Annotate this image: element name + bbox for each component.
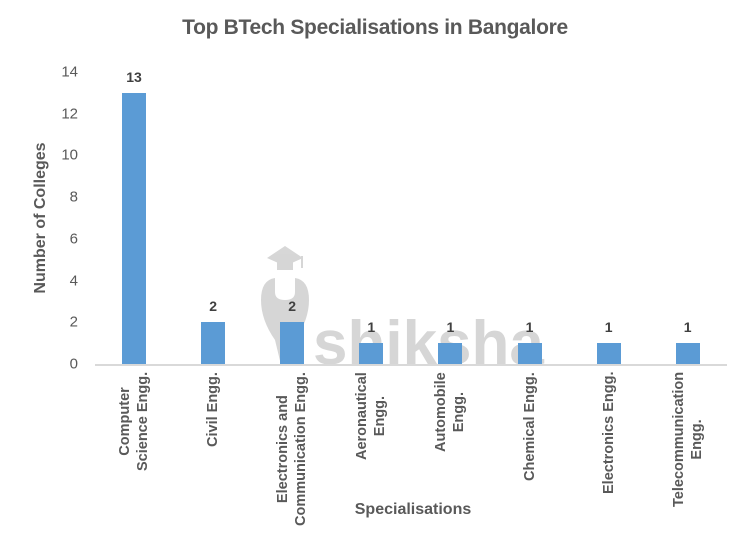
- x-axis-title: Specialisations: [354, 501, 472, 518]
- x-category-label-line: Automobile: [433, 372, 450, 452]
- y-tick-label: 0: [69, 355, 78, 373]
- data-label: 1: [446, 319, 455, 336]
- x-category-label-line: Engg.: [688, 419, 705, 460]
- y-tick-label: 6: [69, 230, 78, 248]
- bar: [280, 322, 305, 364]
- svg-text:shiksha: shiksha: [313, 309, 544, 370]
- x-axis-line: [95, 364, 727, 366]
- y-tick-label: 12: [61, 105, 78, 123]
- y-tick-label: 4: [69, 272, 78, 290]
- data-label: 2: [209, 298, 217, 315]
- bar: [596, 343, 621, 364]
- x-category-label-line: Engg.: [372, 395, 389, 437]
- bar: [675, 343, 700, 364]
- y-tick-label: 8: [69, 188, 78, 206]
- bar: [438, 343, 463, 364]
- y-tick-label: 10: [61, 146, 78, 164]
- y-tick-label: 2: [69, 313, 78, 331]
- x-category-label-line: Telecommunication: [670, 371, 687, 507]
- bar: [517, 343, 542, 364]
- x-category-label-line: Computer: [117, 387, 133, 456]
- data-label: 1: [525, 319, 534, 336]
- x-category-label-line: Electronics and: [275, 395, 292, 504]
- chart-title: Top BTech Specialisations in Bangalore: [182, 16, 568, 39]
- data-label: 2: [288, 298, 297, 315]
- x-category-label-line: Communication Engg.: [293, 372, 310, 526]
- data-label: 13: [126, 68, 142, 85]
- bar: [122, 92, 146, 364]
- x-category-label-line: Electronics Engg.: [600, 371, 617, 494]
- data-label: 1: [683, 319, 692, 336]
- x-category-label-line: Chemical Engg.: [521, 372, 538, 481]
- x-category-label-line: Civil Engg.: [205, 372, 222, 447]
- bar: [359, 343, 384, 364]
- y-tick-label: 14: [61, 63, 78, 81]
- x-category-label-line: Aeronautical: [354, 372, 371, 460]
- y-axis-title: Number of Colleges: [32, 142, 49, 294]
- bar: [201, 322, 226, 364]
- x-category-label-line: Science Engg.: [135, 371, 151, 471]
- x-category-label-line: Engg.: [451, 391, 468, 433]
- data-label: 1: [604, 319, 613, 336]
- data-label: 1: [367, 319, 376, 336]
